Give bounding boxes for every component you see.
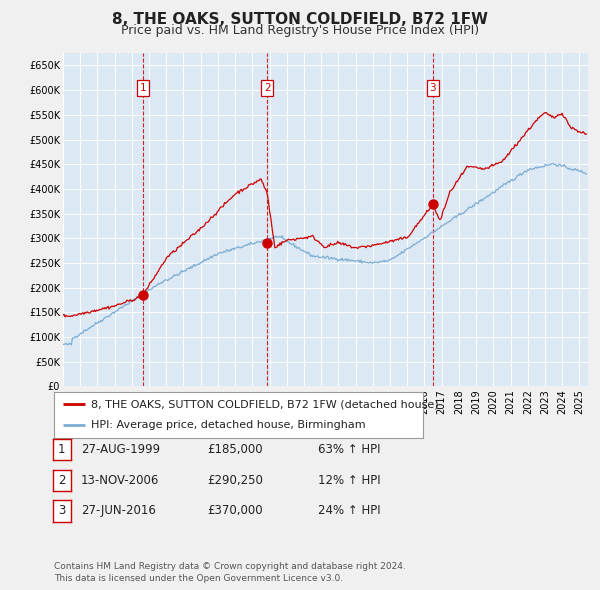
Text: 1: 1 [140,83,146,93]
Text: 8, THE OAKS, SUTTON COLDFIELD, B72 1FW: 8, THE OAKS, SUTTON COLDFIELD, B72 1FW [112,12,488,27]
Text: 3: 3 [430,83,436,93]
Text: 2: 2 [264,83,271,93]
Text: 27-AUG-1999: 27-AUG-1999 [81,443,160,456]
Text: 2: 2 [58,474,65,487]
Text: Price paid vs. HM Land Registry's House Price Index (HPI): Price paid vs. HM Land Registry's House … [121,24,479,37]
Text: Contains HM Land Registry data © Crown copyright and database right 2024.
This d: Contains HM Land Registry data © Crown c… [54,562,406,583]
Text: 63% ↑ HPI: 63% ↑ HPI [318,443,380,456]
Text: 12% ↑ HPI: 12% ↑ HPI [318,474,380,487]
Text: 27-JUN-2016: 27-JUN-2016 [81,504,156,517]
Text: 8, THE OAKS, SUTTON COLDFIELD, B72 1FW (detached house): 8, THE OAKS, SUTTON COLDFIELD, B72 1FW (… [91,399,439,409]
Text: 1: 1 [58,443,65,456]
Text: 3: 3 [58,504,65,517]
Text: £185,000: £185,000 [207,443,263,456]
Text: HPI: Average price, detached house, Birmingham: HPI: Average price, detached house, Birm… [91,420,365,430]
Text: 13-NOV-2006: 13-NOV-2006 [81,474,160,487]
Text: 24% ↑ HPI: 24% ↑ HPI [318,504,380,517]
Text: £370,000: £370,000 [207,504,263,517]
Text: £290,250: £290,250 [207,474,263,487]
